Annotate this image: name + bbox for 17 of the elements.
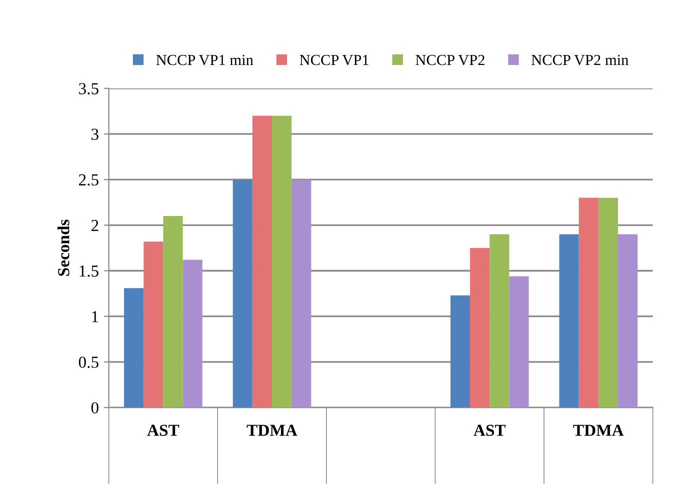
y-axis-title: Seconds <box>58 220 70 276</box>
x-tick-label: TDMA <box>246 424 298 436</box>
y-tick-label: 0.5 <box>78 356 98 368</box>
x-tick-label: AST <box>147 424 180 436</box>
y-tick-label: 0 <box>91 402 98 414</box>
legend-label: NCCP VP2 <box>416 54 484 66</box>
x-tick-label: AST <box>474 424 506 436</box>
y-tick-label: 3 <box>92 128 98 140</box>
y-tick-label: 2.5 <box>78 174 98 186</box>
legend-label: NCCP VP2 min <box>532 54 628 66</box>
legend-label: NCCP VP1 <box>300 54 368 66</box>
y-tick-label: 1 <box>92 311 98 322</box>
y-tick-label: 1.5 <box>80 266 98 277</box>
y-tick-label: 3.5 <box>79 83 98 94</box>
legend-label: NCCP VP1 min <box>156 54 254 66</box>
x-tick-label: TDMA <box>573 424 624 436</box>
y-tick-label: 2 <box>91 220 98 231</box>
